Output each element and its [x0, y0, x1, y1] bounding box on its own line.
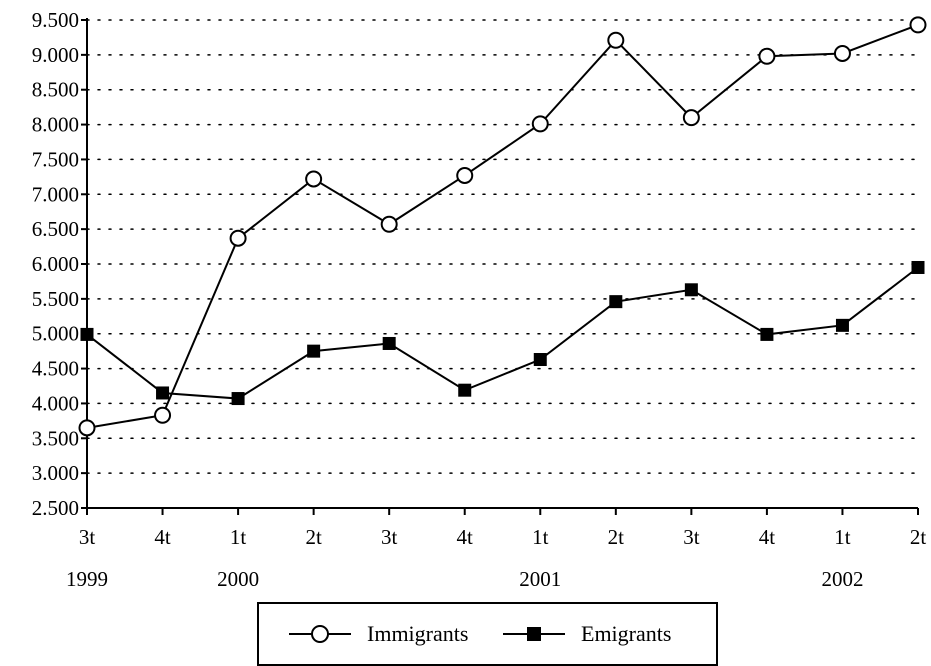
- gridlines: [86, 19, 919, 474]
- y-tick-label: 9.500: [32, 8, 79, 32]
- y-tick-label: 7.000: [32, 182, 79, 206]
- x-tick-label: 1t: [834, 525, 851, 549]
- emigrants-line: [86, 266, 919, 400]
- emigrants-point: [911, 260, 925, 274]
- emigrants-point: [307, 344, 321, 358]
- y-tick-labels: 2.500 3.000 3.500 4.000 4.500 5.000 5.500 6.000…: [32, 8, 79, 520]
- x-tick-label: 2t: [910, 525, 927, 549]
- y-tick-label: 2.500: [32, 496, 79, 520]
- y-tick-label: 7.500: [32, 147, 79, 171]
- year-labels: 1999 2000 2001 2002: [66, 567, 863, 591]
- y-tick-label: 5.500: [32, 287, 79, 311]
- immigrants-point: [305, 170, 323, 188]
- x-tick-label: 1t: [230, 525, 247, 549]
- emigrants-point: [156, 386, 170, 400]
- immigrants-point: [456, 166, 474, 184]
- line-chart: 2.500 3.000 3.500 4.000 4.500 5.000 5.500 6.000…: [32, 8, 927, 591]
- series-immigrants: [78, 16, 927, 437]
- series-emigrants: [80, 260, 925, 406]
- y-tick-label: 5.000: [32, 322, 79, 346]
- immigrants-point: [607, 31, 625, 49]
- y-tick-label: 4.000: [32, 391, 79, 415]
- legend-item-immigrants: Immigrants: [287, 620, 468, 648]
- y-tick-label: 3.500: [32, 426, 79, 450]
- legend-item-emigrants: Emigrants: [501, 620, 671, 648]
- filled-square-marker-icon: [501, 620, 567, 648]
- x-tick-label: 4t: [154, 525, 171, 549]
- immigrants-point: [833, 44, 851, 62]
- emigrants-point: [458, 383, 472, 397]
- series: [78, 16, 927, 437]
- emigrants-point: [684, 283, 698, 297]
- emigrants-point: [231, 392, 245, 406]
- y-tick-label: 8.500: [32, 78, 79, 102]
- immigrants-point: [682, 109, 700, 127]
- x-tick-labels: 3t 4t 1t 2t 3t 4t 1t 2t 3t 4t 1t 2t: [79, 525, 927, 549]
- open-circle-marker-icon: [287, 620, 353, 648]
- year-label: 2001: [519, 567, 561, 591]
- x-tick-label: 2t: [305, 525, 322, 549]
- y-tick-label: 8.000: [32, 113, 79, 137]
- x-tick-label: 2t: [608, 525, 625, 549]
- legend-label-immigrants: Immigrants: [367, 621, 469, 646]
- year-label: 2002: [821, 567, 863, 591]
- x-tick-label: 3t: [381, 525, 398, 549]
- y-tick-label: 3.000: [32, 461, 79, 485]
- legend: Immigrants Emigrants: [257, 602, 718, 666]
- emigrants-point: [382, 336, 396, 350]
- emigrants-point: [80, 327, 94, 341]
- immigrants-line: [86, 23, 919, 429]
- immigrants-point: [531, 115, 549, 133]
- axes: [81, 18, 919, 515]
- immigrants-point: [229, 229, 247, 247]
- y-tick-label: 6.000: [32, 252, 79, 276]
- emigrants-point: [609, 295, 623, 309]
- x-tick-label: 4t: [759, 525, 776, 549]
- legend-label-emigrants: Emigrants: [581, 621, 672, 646]
- y-tick-label: 4.500: [32, 357, 79, 381]
- immigrants-point: [758, 47, 776, 65]
- x-tick-label: 1t: [532, 525, 549, 549]
- emigrants-point: [533, 353, 547, 367]
- y-tick-label: 9.000: [32, 43, 79, 67]
- immigrants-point: [909, 16, 927, 34]
- x-tick-label: 3t: [683, 525, 700, 549]
- year-label: 1999: [66, 567, 108, 591]
- emigrants-point: [760, 327, 774, 341]
- immigrants-point: [78, 419, 96, 437]
- x-tick-label: 4t: [457, 525, 474, 549]
- immigrants-point: [380, 215, 398, 233]
- emigrants-point: [835, 318, 849, 332]
- immigrants-point: [154, 406, 172, 424]
- year-label: 2000: [217, 567, 259, 591]
- y-tick-label: 6.500: [32, 217, 79, 241]
- x-tick-label: 3t: [79, 525, 96, 549]
